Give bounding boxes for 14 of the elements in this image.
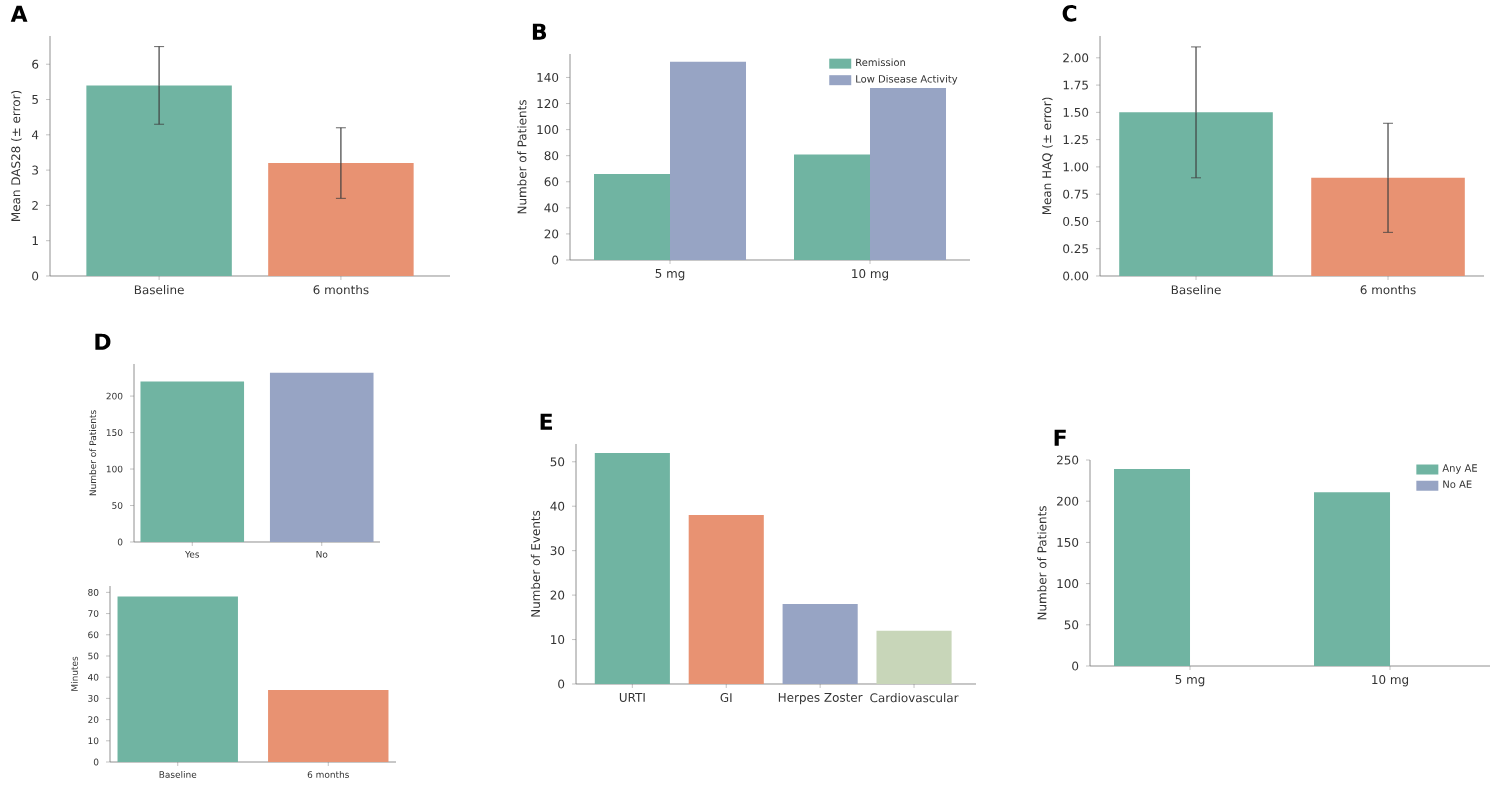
bar (782, 604, 858, 684)
bar (876, 630, 952, 684)
bar (870, 87, 947, 260)
bar (794, 154, 871, 260)
chart-title: B (532, 23, 547, 40)
chart-title: A (10, 5, 28, 22)
bar (670, 61, 747, 260)
chart-title: E (540, 413, 553, 430)
bar (594, 452, 670, 684)
chart-title: D (95, 333, 111, 350)
bar (688, 515, 764, 684)
chart-title: F (1054, 429, 1066, 446)
bar (594, 173, 671, 260)
chart-title: C (1062, 5, 1077, 22)
